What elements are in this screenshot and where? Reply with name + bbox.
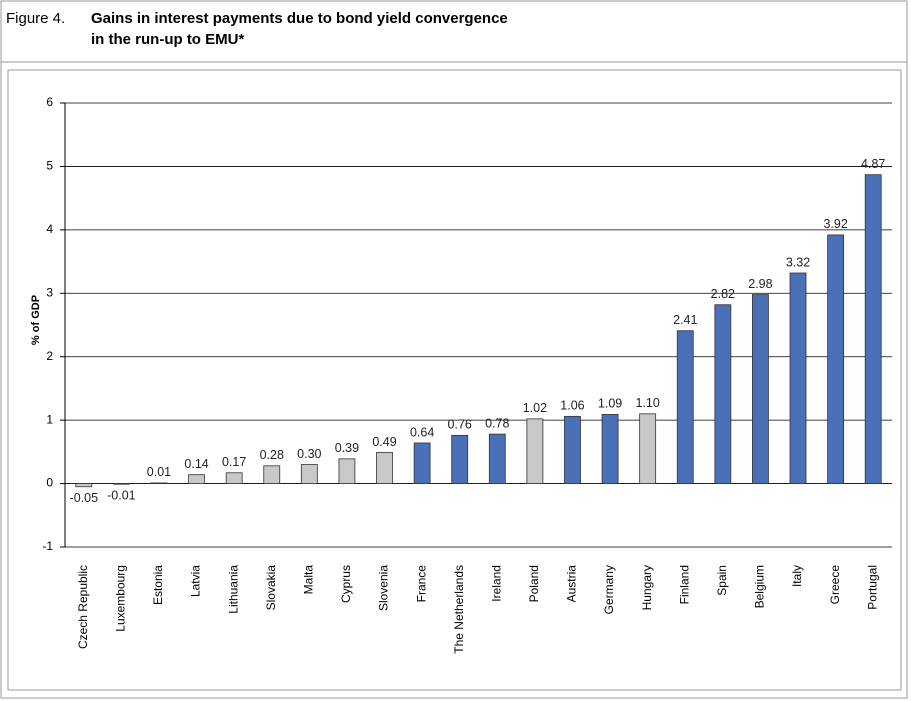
value-label: 0.17 xyxy=(222,455,246,469)
bar xyxy=(864,174,882,484)
bar xyxy=(150,482,168,484)
bar xyxy=(188,474,205,484)
bar xyxy=(526,418,544,484)
value-label: 0.76 xyxy=(448,418,472,432)
x-tick-label: Italy xyxy=(790,565,804,587)
value-label: 1.06 xyxy=(560,399,584,413)
y-tick-label: 6 xyxy=(46,95,53,109)
bar xyxy=(564,415,581,484)
bar xyxy=(225,472,243,484)
chart-frame xyxy=(7,69,902,691)
value-label: 0.28 xyxy=(260,448,284,462)
value-label: 0.01 xyxy=(147,465,171,479)
value-label: 1.10 xyxy=(635,396,659,410)
x-tick-label: Ireland xyxy=(489,565,503,602)
x-tick-label: Hungary xyxy=(640,565,654,610)
x-tick-label: Austria xyxy=(565,565,579,603)
x-tick-label: Poland xyxy=(527,565,541,602)
value-label: 0.64 xyxy=(410,425,434,439)
value-label: 0.49 xyxy=(372,435,396,449)
value-label: 1.09 xyxy=(598,397,622,411)
bar xyxy=(676,330,694,484)
bar xyxy=(601,414,619,484)
x-tick-label: Slovenia xyxy=(377,565,391,611)
value-label: -0.01 xyxy=(107,489,136,503)
bar xyxy=(488,433,506,484)
x-tick-label: Czech Republic xyxy=(76,565,90,649)
x-tick-label: Lithuania xyxy=(226,565,240,614)
x-tick-label: Spain xyxy=(715,565,729,596)
chart-title: in the run-up to EMU* xyxy=(91,31,244,48)
bar xyxy=(112,483,130,485)
bar xyxy=(639,413,657,484)
bar xyxy=(413,442,431,484)
value-label: 0.39 xyxy=(335,441,359,455)
chart-title: Gains in interest payments due to bond y… xyxy=(91,10,508,27)
bar xyxy=(451,434,469,484)
x-tick-label: Estonia xyxy=(151,565,165,605)
y-tick-label: 1 xyxy=(46,412,53,426)
value-label: 2.41 xyxy=(673,313,697,327)
value-label: 2.98 xyxy=(748,277,772,291)
x-tick-label: Greece xyxy=(828,565,842,605)
x-tick-label: Malta xyxy=(302,565,316,595)
x-tick-label: Germany xyxy=(602,565,616,614)
figure-label: Figure 4. xyxy=(6,10,65,27)
y-tick-label: 3 xyxy=(46,285,53,299)
bar xyxy=(338,458,356,484)
y-tick-label: 0 xyxy=(46,476,53,490)
bar xyxy=(263,465,281,484)
bar xyxy=(75,483,93,488)
value-label: 1.02 xyxy=(523,401,547,415)
y-tick-label: 2 xyxy=(46,349,53,363)
value-label: 3.32 xyxy=(786,255,810,269)
value-label: 4.87 xyxy=(861,157,885,171)
value-label: 0.14 xyxy=(184,457,208,471)
x-tick-label: France xyxy=(414,565,428,603)
value-label: 0.78 xyxy=(485,416,509,430)
value-label: 2.82 xyxy=(711,287,735,301)
x-tick-label: Luxembourg xyxy=(114,565,128,632)
bar xyxy=(714,304,732,484)
y-axis-label: % of GDP xyxy=(30,295,42,345)
x-tick-label: Finland xyxy=(677,565,691,604)
value-label: 0.30 xyxy=(297,447,321,461)
x-tick-label: Portugal xyxy=(865,565,879,610)
bar xyxy=(376,452,393,484)
x-tick-label: Slovakia xyxy=(264,565,278,611)
x-tick-label: Belgium xyxy=(753,565,767,608)
x-tick-label: Latvia xyxy=(189,565,203,597)
x-tick-label: Cyprus xyxy=(339,565,353,603)
x-tick-label: The Netherlands xyxy=(452,565,466,654)
y-tick-label: -1 xyxy=(42,539,53,553)
bar xyxy=(300,464,318,484)
value-label: 3.92 xyxy=(823,217,847,231)
bar xyxy=(827,234,845,484)
y-tick-label: 5 xyxy=(46,159,53,173)
value-label: -0.05 xyxy=(70,491,99,505)
bar xyxy=(789,272,807,484)
y-tick-label: 4 xyxy=(46,222,53,236)
bar xyxy=(752,294,769,484)
